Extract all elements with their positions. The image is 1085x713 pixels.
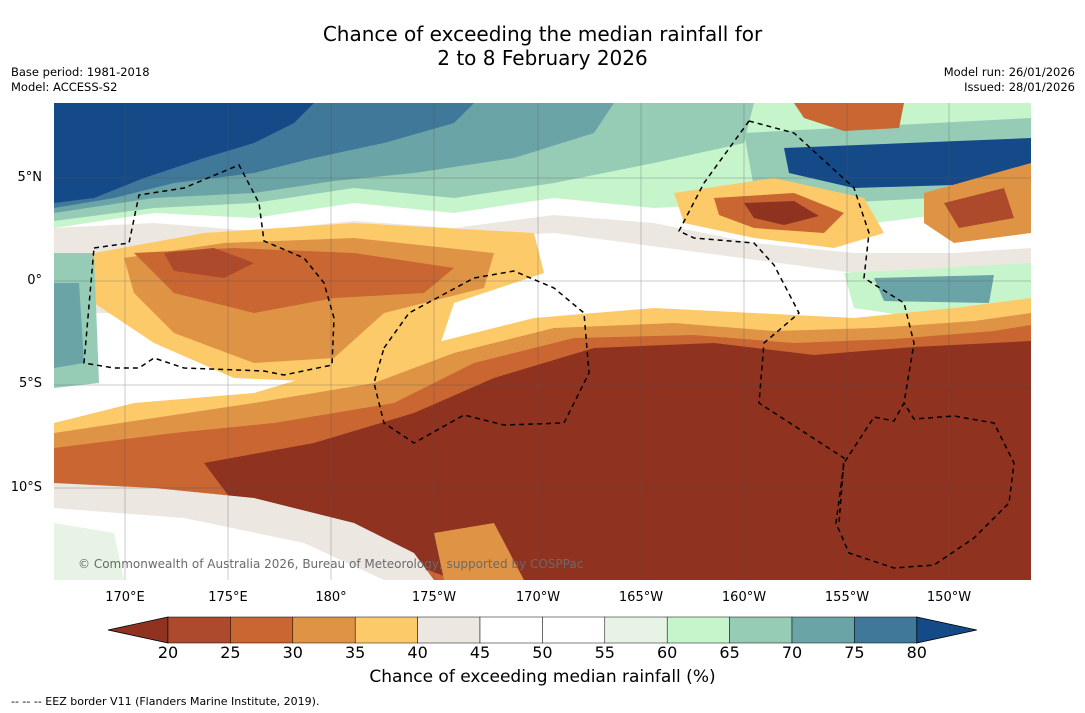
colorbar-bin-60-65 [666,616,730,644]
colorbar-arrow-low [107,616,169,644]
colorbar-bin-35-40 [354,616,418,644]
colorbar-tick-45: 45 [469,643,491,662]
colorbar-tick-80: 80 [906,643,927,662]
meta-right: Model run: 26/01/2026 Issued: 28/01/2026 [944,65,1075,95]
colorbar-label: Chance of exceeding median rainfall (%) [369,667,716,687]
eez-border-line-islands [748,120,1015,569]
colorbar-bin-50-55 [542,616,606,644]
colorbar-tick-35: 35 [345,643,366,662]
region-ne-dry-core [944,188,1014,228]
region-dry-north-blob-core [744,201,819,225]
lon-label-170e: 170°E [105,590,145,605]
lon-label-150w: 150°W [926,590,972,605]
lat-label-10s: 10°S [10,480,42,495]
colorbar-bin-65-70 [729,616,793,644]
colorbar-tick-55: 55 [594,643,615,662]
model-run: Model run: 26/01/2026 [943,65,1075,79]
colorbar [107,616,977,644]
colorbar-tick-70: 70 [781,643,803,662]
title-line-2: 2 to 8 February 2026 [437,46,648,70]
copyright-note: © Commonwealth of Australia 2026, Bureau… [78,557,584,571]
colorbar-tick-40: 40 [407,643,428,662]
colorbar-bin-75-80 [854,616,918,644]
eez-border-phoenix [373,270,590,444]
colorbar-tick-50: 50 [532,643,553,662]
region-west-teal [54,283,84,368]
region-ne-orange [794,103,904,131]
colorbar-tick-25: 25 [220,643,241,662]
lat-label-5s: 5°S [18,376,42,391]
lon-label-160w: 160°W [721,590,767,605]
region-south-dry-core [204,341,1031,580]
eez-footnote: -- -- -- EEZ border V11 (Flanders Marine… [11,695,320,708]
region-sw-green [54,523,124,580]
colorbar-bin-40-45 [417,616,481,644]
lon-label-165w: 165°W [618,590,664,605]
colorbar-tick-65: 65 [719,643,740,662]
lon-label-175e: 175°E [208,590,248,605]
issued-date: Issued: 28/01/2026 [964,80,1075,94]
colorbar-arrow-high [916,616,977,644]
colorbar-bin-55-60 [604,616,668,644]
lat-label-5n: 5°N [17,170,43,185]
map-title: Chance of exceeding the median rainfall … [0,22,1085,70]
region-sw-dry-band [434,523,524,580]
region-east-teal-eq [874,275,994,303]
map-canvas [54,103,1031,580]
meta-left: Base period: 1981-2018 Model: ACCESS-S2 [11,65,150,95]
colorbar-tick-75: 75 [844,643,865,662]
colorbar-bin-25-30 [230,616,294,644]
region-sw-neutral [54,483,434,580]
colorbar-tick-20: 20 [157,643,179,662]
colorbar-tick-30: 30 [282,643,303,662]
lon-label-175w: 175°W [411,590,457,605]
lon-label-180: 180° [315,590,347,605]
lon-label-155w: 155°W [824,590,870,605]
eez-border-line-east [677,120,845,524]
colorbar-bin-30-35 [292,616,356,644]
model-name: Model: ACCESS-S2 [11,80,118,94]
colorbar-bin-20-25 [167,616,231,644]
lat-label-0: 0° [27,273,42,288]
rainfall-map [54,103,1031,580]
region-west-dry-core [164,248,254,278]
lon-label-170w: 170°W [515,590,561,605]
region-east-blue [784,138,1031,188]
colorbar-tick-60: 60 [657,643,678,662]
eez-borders [83,120,1015,569]
colorbar-bin-45-50 [479,616,543,644]
title-line-1: Chance of exceeding the median rainfall … [322,22,763,46]
base-period: Base period: 1981-2018 [11,65,150,79]
colorbar-bin-70-75 [791,616,855,644]
eez-border-tuvalu-kiribati-west [83,164,335,376]
